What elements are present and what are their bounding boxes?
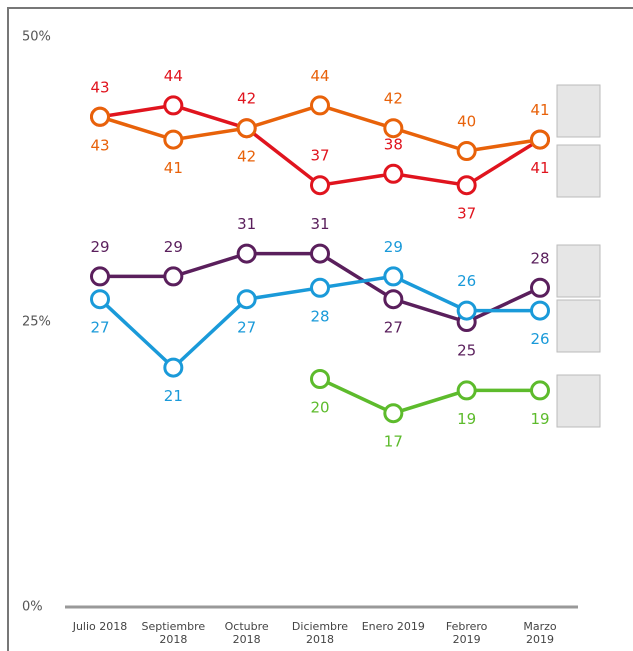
data-label: 19 [530, 410, 549, 428]
portraits [556, 84, 601, 428]
y-tick-label: 25% [22, 315, 51, 330]
data-label: 44 [164, 67, 183, 85]
x-tick-label: Marzo 2019 [523, 620, 557, 646]
point [236, 118, 257, 139]
point [163, 357, 184, 378]
data-label: 37 [457, 205, 476, 223]
data-label: 17 [384, 433, 403, 451]
portrait [556, 144, 601, 198]
point [383, 163, 404, 184]
x-tick-label: Enero 2019 [361, 620, 425, 633]
point [310, 175, 330, 196]
point [163, 129, 184, 150]
point [310, 243, 330, 264]
point [90, 266, 110, 287]
data-label: 42 [237, 148, 256, 166]
point [236, 243, 257, 264]
portrait [556, 84, 601, 138]
x-tick-label: Diciembre 2018 [291, 620, 349, 646]
portrait [556, 299, 601, 353]
point [90, 106, 110, 127]
data-label: 37 [310, 147, 329, 165]
point [383, 289, 404, 310]
point [456, 380, 477, 401]
point [383, 266, 404, 287]
data-label: 42 [237, 90, 256, 108]
x-tick-label: Octubre 2018 [224, 620, 269, 646]
data-label: 40 [457, 113, 476, 131]
data-label: 31 [237, 215, 256, 233]
point [456, 300, 477, 321]
point [383, 403, 404, 424]
data-label: 29 [164, 238, 183, 256]
point [310, 95, 330, 116]
y-tick-label: 0% [22, 600, 43, 615]
x-tick-label: Septiembre 2018 [141, 620, 206, 646]
point [163, 266, 184, 287]
data-label: 27 [90, 319, 109, 337]
data-label: 29 [90, 238, 109, 256]
frame [7, 7, 633, 651]
data-label: 28 [310, 307, 329, 325]
data-label: 43 [90, 136, 109, 154]
data-label: 26 [530, 330, 549, 348]
data-label: 28 [530, 249, 549, 267]
data-label: 41 [530, 101, 549, 119]
point [310, 277, 330, 298]
point [310, 369, 330, 389]
y-tick-label: 50% [22, 30, 51, 45]
data-label: 44 [310, 67, 329, 85]
series-line [319, 377, 540, 416]
x-tick-label: Febrero 2019 [445, 620, 488, 646]
data-label: 27 [237, 319, 256, 337]
portrait [556, 374, 601, 428]
portrait [556, 244, 601, 298]
point [530, 300, 550, 321]
data-label: 25 [457, 342, 476, 360]
point [530, 277, 550, 298]
data-label: 38 [384, 135, 403, 153]
point [530, 380, 550, 401]
data-label: 19 [457, 410, 476, 428]
point [530, 129, 550, 150]
point [90, 289, 110, 310]
data-label: 42 [384, 90, 403, 108]
point [236, 289, 257, 310]
data-label: 20 [310, 399, 329, 417]
data-label: 31 [310, 215, 329, 233]
data-label: 21 [164, 387, 183, 405]
point [383, 118, 404, 139]
data-label: 41 [530, 159, 549, 177]
point [456, 175, 477, 196]
data-label: 27 [384, 319, 403, 337]
data-label: 41 [164, 159, 183, 177]
x-tick-label: Julio 2018 [72, 620, 128, 633]
point [456, 141, 477, 161]
data-label: 29 [384, 238, 403, 256]
data-label: 26 [457, 272, 476, 290]
data-label: 43 [90, 78, 109, 96]
point [163, 95, 184, 116]
